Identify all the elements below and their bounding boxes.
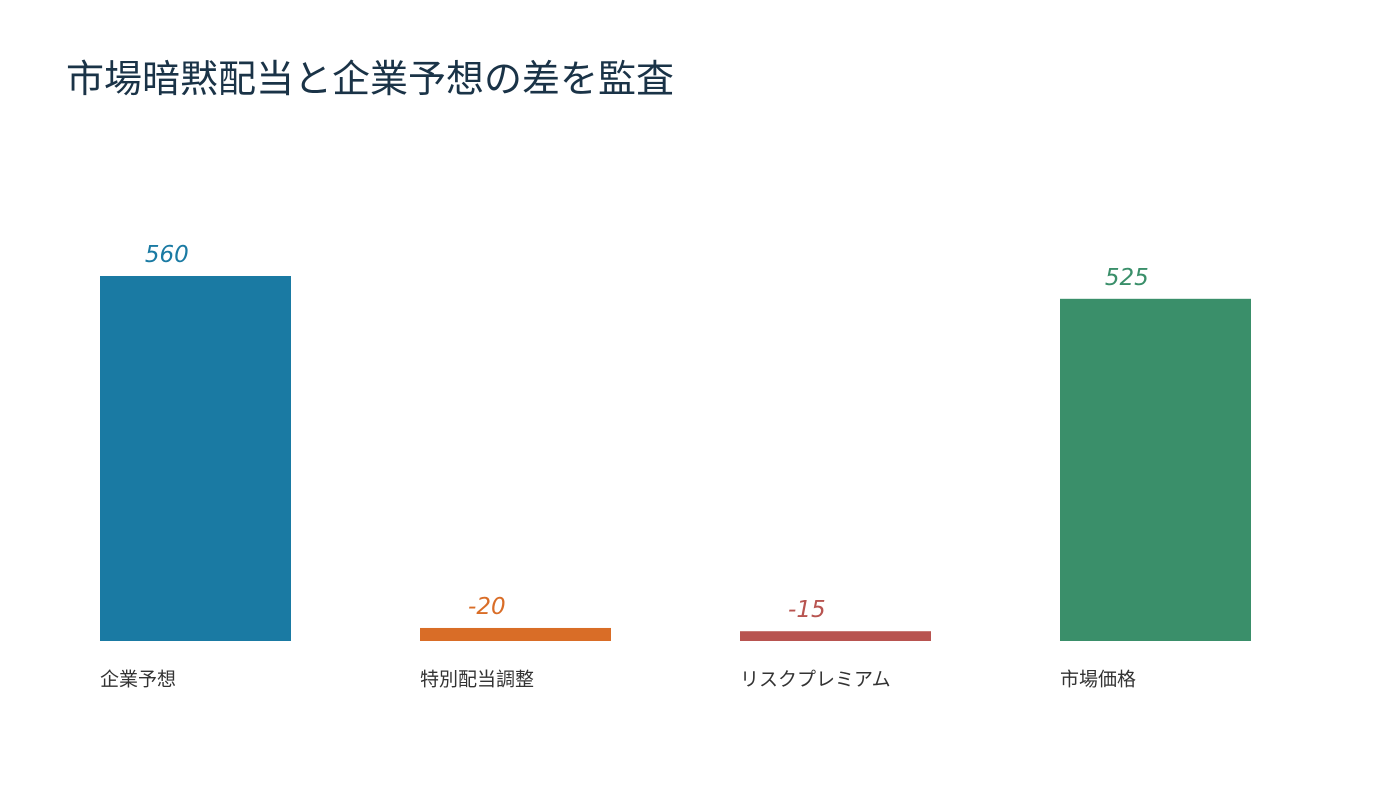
x-tick-label: リスクプレミアム <box>740 669 891 691</box>
x-tick-label: 企業予想 <box>100 669 176 691</box>
x-tick-label: 市場価格 <box>1060 669 1136 691</box>
chart-title: 市場暗黙配当と企業予想の差を監査 <box>66 57 674 101</box>
value-label: -20 <box>468 594 506 620</box>
bar <box>420 627 611 641</box>
bar <box>100 276 291 641</box>
x-tick-label: 特別配当調整 <box>420 669 534 691</box>
bar <box>740 631 931 641</box>
bar <box>1060 298 1251 641</box>
value-label: 525 <box>1105 265 1149 291</box>
value-label: 560 <box>145 242 189 268</box>
value-label: -15 <box>788 597 826 623</box>
